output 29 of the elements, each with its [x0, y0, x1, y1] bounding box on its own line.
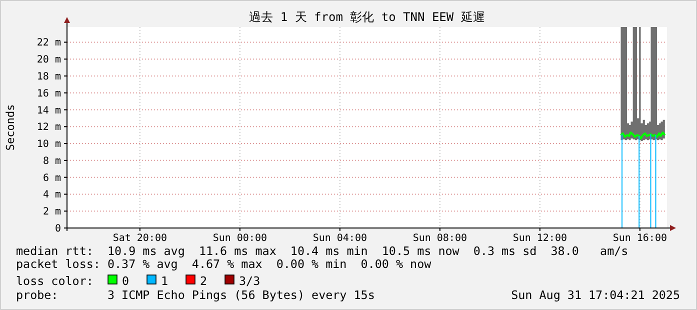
y-tick-label: 8 m — [42, 156, 61, 167]
legend-label: 3/3 — [239, 274, 260, 288]
y-tick-label: 10 m — [36, 139, 61, 150]
chart-title: 過去 1 天 from 彰化 to TNN EEW 延遲 — [249, 10, 485, 24]
y-tick-label: 16 m — [36, 88, 61, 100]
legend-title: loss color: — [16, 274, 94, 288]
legend-label: 1 — [161, 274, 168, 288]
x-tick-label: Sun 00:00 — [212, 233, 268, 244]
x-tick-label: Sun 08:00 — [412, 233, 468, 244]
legend-label: 2 — [200, 274, 208, 288]
text: probe: 3 ICMP Echo Pings (56 Bytes) every 15s — [16, 288, 375, 302]
y-tick-label: 4 m — [42, 190, 61, 201]
y-tick-label: 0 — [54, 224, 61, 234]
x-tick-label: Sun 16:00 — [612, 233, 668, 244]
text: median rtt: 10.9 ms avg 11.6 ms max 10.4 ms min 10.5 ms now 0.3 ms sd 38.0 am/s — [16, 244, 628, 258]
y-tick-label: 22 m — [36, 38, 61, 49]
y-axis-title: Seconds — [4, 104, 17, 151]
text: Sun Aug 31 17:04:21 2025 — [511, 288, 680, 302]
text: packet loss: 0.37 % avg 4.67 % max 0.00 % min 0.00 % now — [16, 257, 432, 271]
y-tick-label: 14 m — [36, 105, 61, 116]
x-tick-label: Sun 12:00 — [512, 233, 568, 244]
y-tick-label: 18 m — [36, 71, 61, 82]
y-tick-label: 12 m — [36, 122, 61, 134]
x-tick-label: Sat 20:00 — [112, 233, 168, 244]
x-tick-label: Sun 04:00 — [312, 233, 368, 244]
legend-label: 0 — [122, 274, 130, 288]
y-tick-label: 2 m — [42, 206, 61, 218]
y-tick-label: 20 m — [36, 54, 61, 66]
y-tick-label: 6 m — [42, 172, 61, 184]
